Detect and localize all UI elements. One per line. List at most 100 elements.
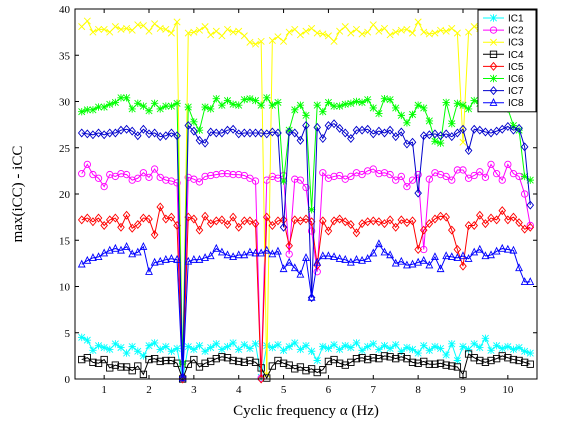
data-point	[369, 104, 377, 112]
data-point	[151, 20, 159, 28]
data-point	[476, 168, 484, 176]
data-point	[223, 250, 232, 259]
data-point	[526, 176, 534, 184]
data-point	[375, 109, 383, 118]
data-point	[100, 248, 109, 257]
data-point	[526, 349, 534, 357]
data-point	[285, 250, 293, 258]
data-point	[95, 25, 103, 33]
data-point	[425, 117, 434, 125]
data-point	[436, 344, 445, 353]
data-point	[515, 356, 523, 365]
data-point	[150, 165, 159, 173]
data-point	[448, 24, 456, 32]
y-tick-label: 40	[59, 4, 71, 16]
data-point	[470, 220, 478, 230]
data-point	[218, 101, 226, 109]
data-point	[347, 172, 355, 181]
data-point	[492, 215, 501, 225]
data-point	[380, 247, 389, 256]
legend-label: IC2	[508, 26, 524, 37]
data-point	[218, 32, 226, 40]
data-point	[190, 175, 198, 183]
data-point	[145, 107, 153, 115]
data-point	[173, 18, 181, 26]
data-point	[509, 125, 518, 135]
data-point	[347, 220, 355, 230]
data-point	[526, 277, 535, 286]
data-point	[201, 138, 209, 148]
data-point	[498, 206, 507, 216]
data-point	[162, 131, 170, 141]
data-point	[481, 219, 490, 229]
data-point	[117, 169, 125, 178]
data-point	[358, 30, 366, 38]
legend-marker	[489, 74, 498, 83]
data-point	[190, 126, 198, 136]
data-point	[453, 356, 462, 365]
data-point	[363, 95, 372, 104]
data-point	[206, 343, 215, 352]
data-point	[347, 99, 355, 108]
x-tick-label: 8	[415, 384, 421, 396]
data-point	[363, 342, 372, 351]
data-point	[324, 98, 333, 107]
data-point	[201, 211, 209, 221]
data-point	[78, 169, 86, 178]
data-point	[520, 172, 529, 181]
data-point	[78, 23, 86, 31]
data-point	[302, 367, 310, 375]
data-point	[100, 25, 108, 33]
data-point	[285, 127, 293, 137]
data-point	[139, 124, 148, 134]
data-point	[403, 119, 411, 127]
data-point	[313, 101, 321, 109]
data-point	[358, 354, 366, 362]
data-point	[206, 127, 215, 137]
data-point	[240, 250, 249, 259]
data-point	[128, 367, 136, 375]
data-point	[380, 24, 389, 32]
series-ic8	[77, 239, 535, 382]
data-point	[324, 357, 333, 366]
series-ic1	[78, 333, 534, 383]
data-point	[128, 105, 136, 113]
data-point	[128, 249, 137, 258]
data-point	[134, 174, 142, 182]
data-point	[515, 123, 523, 133]
data-point	[173, 254, 181, 263]
data-point	[313, 29, 321, 37]
data-point	[308, 24, 316, 32]
data-point	[369, 165, 377, 173]
data-point	[352, 355, 361, 363]
data-point	[459, 101, 467, 109]
data-point	[307, 365, 316, 373]
data-point	[341, 254, 350, 263]
data-point	[369, 248, 378, 257]
data-point	[235, 27, 243, 35]
data-point	[470, 124, 478, 134]
data-point	[291, 365, 299, 373]
data-point	[492, 126, 501, 136]
data-point	[397, 127, 406, 137]
data-point	[251, 96, 260, 105]
data-point	[246, 344, 254, 353]
data-point	[307, 292, 316, 301]
data-point	[134, 362, 142, 370]
data-point	[442, 361, 450, 369]
data-point	[195, 178, 204, 186]
data-point	[425, 360, 433, 368]
data-point	[431, 214, 439, 224]
data-point	[229, 252, 238, 261]
legend-label: IC1	[508, 14, 524, 25]
data-point	[341, 342, 349, 350]
data-point	[100, 355, 108, 364]
data-point	[487, 160, 495, 169]
data-point	[442, 251, 451, 260]
data-point	[352, 339, 361, 347]
data-point	[78, 333, 86, 342]
data-point	[150, 99, 159, 108]
data-point	[459, 261, 467, 271]
data-point	[307, 293, 316, 303]
data-point	[375, 126, 383, 136]
